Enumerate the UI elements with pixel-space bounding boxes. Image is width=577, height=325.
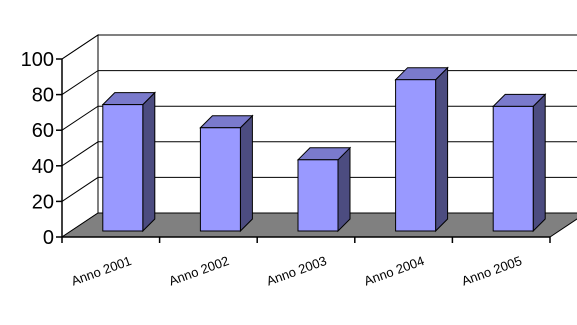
y-tick-label-100: 100 <box>21 49 54 71</box>
bar-front <box>297 159 339 232</box>
x-tick-label-anno-2002: Anno 2002 <box>167 253 231 289</box>
x-tick-label-anno-2003: Anno 2003 <box>264 253 328 289</box>
bar-side <box>142 91 156 233</box>
y-tick-label-80: 80 <box>32 85 54 107</box>
x-tick-label-anno-2001: Anno 2001 <box>69 253 133 289</box>
bar-anno-2004 <box>394 66 449 233</box>
bars <box>101 66 547 233</box>
bar-anno-2003 <box>296 146 352 233</box>
y-tick-label-60: 60 <box>32 120 54 142</box>
bar-anno-2005 <box>491 93 547 233</box>
x-tick-label-anno-2005: Anno 2005 <box>460 253 524 289</box>
bar-side <box>532 93 546 233</box>
bar-anno-2002 <box>199 114 254 233</box>
y-tick-label-0: 0 <box>43 227 54 249</box>
gridline-100 <box>61 34 577 60</box>
bar-front <box>102 104 144 232</box>
bar-side <box>435 66 449 233</box>
bar-side <box>337 146 351 233</box>
bar-front <box>395 79 437 232</box>
bar-anno-2001 <box>101 91 157 233</box>
bar-front <box>492 105 534 232</box>
x-tick-label-anno-2004: Anno 2004 <box>362 253 426 289</box>
bar-front <box>199 127 241 232</box>
y-tick-label-20: 20 <box>32 191 54 213</box>
axes <box>56 58 551 243</box>
side-wall <box>61 34 99 238</box>
bar-side <box>239 114 253 233</box>
y-tick-labels: 0 20 40 60 80 100 <box>21 49 54 249</box>
y-tick-label-40: 40 <box>32 156 54 178</box>
x-tick-labels: Anno 2001 Anno 2002 Anno 2003 Anno 2004 Anno… <box>69 253 524 289</box>
